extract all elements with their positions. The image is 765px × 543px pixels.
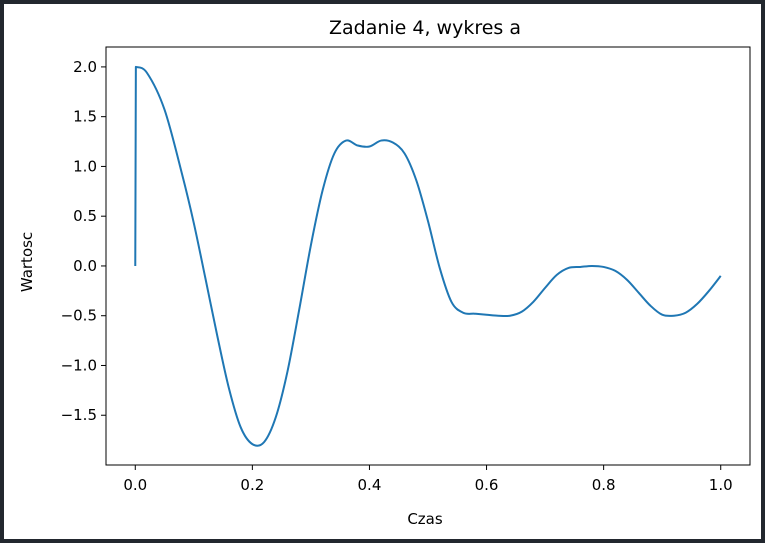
- chart-title: Zadanie 4, wykres a: [329, 17, 521, 39]
- y-tick-label: −1.0: [61, 356, 97, 374]
- x-tick-label: 0.6: [475, 476, 499, 494]
- series-line: [134, 65, 722, 447]
- y-tick-label: 0.5: [73, 207, 97, 225]
- y-axis: 2.0 1.5 1.0 0.5 0.0 −0.5 −1.0 −1.5: [61, 58, 106, 424]
- y-tick-label: 2.0: [73, 58, 97, 76]
- y-tick-label: 0.0: [73, 257, 97, 275]
- chart-figure: Zadanie 4, wykres a 0.0 0.2 0.4 0.6 0.8 1.0 2…: [4, 4, 761, 539]
- x-axis-label: Czas: [407, 510, 443, 528]
- x-tick-label: 1.0: [709, 476, 733, 494]
- y-tick-label: 1.0: [73, 157, 97, 175]
- y-axis-label: Wartosc: [18, 232, 36, 292]
- x-tick-label: 0.0: [123, 476, 147, 494]
- line-chart: Zadanie 4, wykres a 0.0 0.2 0.4 0.6 0.8 1.0 2…: [18, 17, 751, 528]
- x-tick-label: 0.2: [240, 476, 264, 494]
- y-tick-label: 1.5: [73, 108, 97, 126]
- x-tick-label: 0.4: [358, 476, 382, 494]
- plot-frame: [105, 46, 751, 466]
- plot-area: [105, 46, 751, 466]
- x-axis: 0.0 0.2 0.4 0.6 0.8 1.0: [123, 465, 733, 494]
- y-tick-label: −0.5: [61, 307, 97, 325]
- x-tick-label: 0.8: [592, 476, 616, 494]
- y-tick-label: −1.5: [61, 406, 97, 424]
